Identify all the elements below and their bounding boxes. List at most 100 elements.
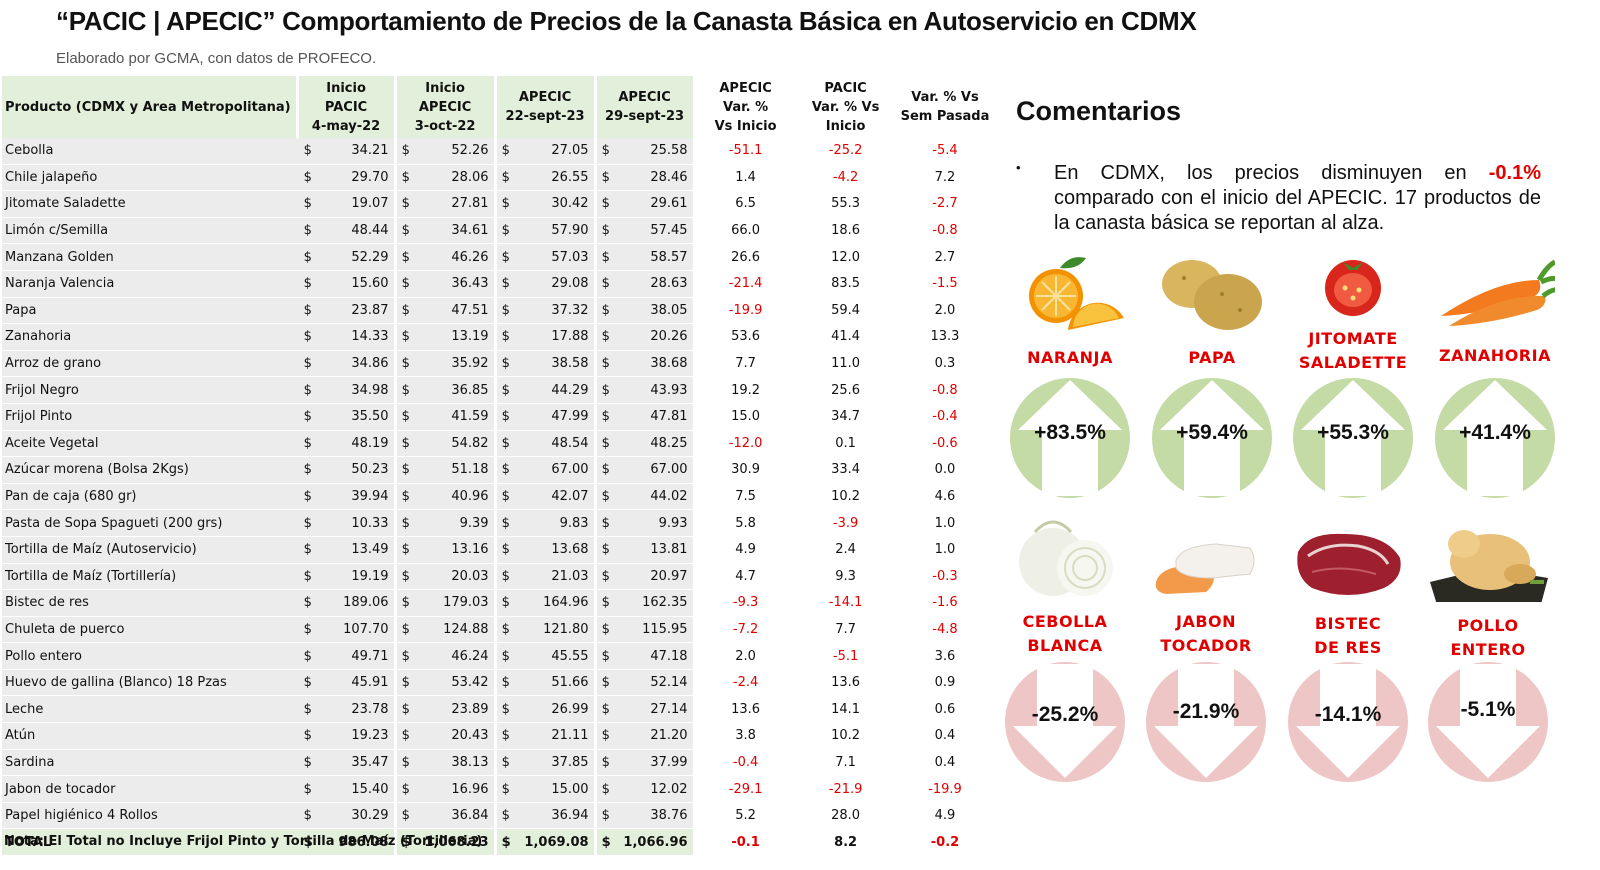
- table-row: Leche $23.78 $23.89 $26.99 $27.14 13.6 14.1 0.6: [2, 696, 995, 724]
- variation-cell: 0.6: [895, 696, 995, 724]
- price-cell: $28.63: [596, 270, 696, 298]
- price-cell: $52.26: [396, 138, 497, 165]
- up-arrow-circle: [1435, 378, 1555, 498]
- variation-cell: 0.1: [795, 431, 896, 458]
- product-name: Pollo entero: [2, 643, 299, 670]
- price-cell: $48.44: [298, 217, 397, 245]
- variation-cell: 2.0: [695, 643, 796, 670]
- price-cell: $13.68: [496, 536, 597, 564]
- price-cell: $44.02: [596, 483, 696, 511]
- variation-cell: 15.0: [695, 404, 796, 431]
- variation-cell: -21.4: [695, 271, 796, 298]
- variation-cell: 1.0: [895, 510, 995, 537]
- price-cell: $67.00: [596, 457, 696, 484]
- card-label: JITOMATE SALADETTE: [1298, 329, 1408, 372]
- price-cell: $20.43: [396, 723, 497, 750]
- product-name: Frijol Pinto: [2, 403, 299, 431]
- table-row: Frijol Pinto $35.50 $41.59 $47.99 $47.81 15.0…: [2, 403, 995, 431]
- price-cell: $42.07: [496, 483, 597, 511]
- card-label: JABON TOCADOR: [1160, 612, 1252, 655]
- variation-cell: 53.6: [695, 324, 796, 351]
- card-pct: +55.3%: [1317, 421, 1389, 444]
- table-row: Pollo entero $49.71 $46.24 $45.55 $47.18 2.0-…: [2, 643, 995, 670]
- table-row: Limón c/Semilla $48.44 $34.61 $57.90 $57.45 6…: [2, 217, 995, 245]
- price-cell: $15.60: [298, 270, 397, 298]
- variation-cell: -4.2: [795, 165, 896, 192]
- price-cell: $14.33: [298, 324, 397, 351]
- bullet-icon: •: [1016, 160, 1021, 175]
- variation-cell: 1.4: [695, 165, 796, 192]
- table-row: Pan de caja (680 gr) $39.94 $40.96 $42.07 $4…: [2, 483, 995, 511]
- total-v1: -0.1: [695, 829, 796, 856]
- price-cell: $36.85: [396, 377, 497, 404]
- price-cell: $67.00: [496, 457, 597, 484]
- price-cell: $34.61: [396, 217, 497, 245]
- comments-text: En CDMX, los precios disminuyen en -0.1%…: [1054, 162, 1541, 234]
- price-table: Producto (CDMX y Area Metropolitana) Ini…: [2, 76, 995, 856]
- orange-icon: [1029, 257, 1124, 330]
- price-cell: $10.33: [298, 510, 397, 537]
- price-cell: $43.93: [596, 377, 696, 404]
- price-cell: $35.47: [298, 749, 397, 777]
- price-cell: $19.19: [298, 563, 397, 591]
- table-row: Chuleta de puerco $107.70 $124.88 $121.80 $1…: [2, 616, 995, 644]
- price-cell: $23.78: [298, 696, 397, 724]
- header-pacic-var: PACIC Var. % Vs Inicio: [811, 80, 880, 134]
- table-row: Papa $23.87 $47.51 $37.32 $38.05 -19.9 59.4 2.0: [2, 297, 995, 325]
- product-name: Naranja Valencia: [2, 270, 299, 298]
- carrot-icon: [1441, 259, 1555, 326]
- variation-cell: 5.8: [695, 510, 796, 537]
- price-cell: $162.35: [596, 590, 696, 617]
- variation-cell: -19.9: [695, 298, 796, 325]
- price-cell: $27.81: [396, 191, 497, 218]
- variation-cell: 10.2: [795, 723, 896, 750]
- price-cell: $36.43: [396, 270, 497, 298]
- variation-cell: 3.6: [895, 643, 995, 670]
- price-cell: $9.83: [496, 510, 597, 537]
- total-v3: -0.2: [895, 829, 995, 856]
- variation-cell: -25.2: [795, 138, 896, 165]
- price-cell: $115.95: [596, 616, 696, 644]
- price-cell: $47.81: [596, 403, 696, 431]
- variation-cell: 5.2: [695, 803, 796, 830]
- down-arrow-circle: [1146, 662, 1266, 782]
- price-cell: $28.46: [596, 164, 696, 192]
- table-row: Sardina $35.47 $38.13 $37.85 $37.99 -0.4 7.1 0.…: [2, 749, 995, 777]
- down-arrow-circle: [1005, 662, 1125, 782]
- total-p4: $1,066.96: [596, 829, 696, 856]
- price-cell: $21.20: [596, 723, 696, 750]
- variation-cell: 0.0: [895, 457, 995, 484]
- variation-cell: -5.1: [795, 643, 896, 670]
- total-p2: $1,068.23: [396, 829, 497, 856]
- price-cell: $35.92: [396, 350, 497, 378]
- up-arrow-circle: [1152, 378, 1272, 498]
- variation-cell: -19.9: [895, 776, 995, 803]
- price-cell: $25.58: [596, 138, 696, 165]
- price-cell: $38.68: [596, 350, 696, 378]
- price-cell: $38.13: [396, 749, 497, 777]
- table-body: Cebolla $34.21 $52.26 $27.05 $25.58 -51.1 -25.…: [2, 138, 995, 830]
- price-cell: $37.85: [496, 749, 597, 777]
- header-apecic-var: APECIC Var. % Vs Inicio: [714, 80, 777, 134]
- price-cell: $124.88: [396, 616, 497, 644]
- price-cell: $48.19: [298, 430, 397, 458]
- price-cell: $13.16: [396, 536, 497, 564]
- price-cell: $189.06: [298, 590, 397, 617]
- price-cell: $19.07: [298, 191, 397, 218]
- price-cell: $40.96: [396, 483, 497, 511]
- price-cell: $45.55: [496, 643, 597, 670]
- price-cell: $54.82: [396, 430, 497, 458]
- chicken-icon: [1430, 530, 1548, 602]
- variation-cell: 0.4: [895, 750, 995, 777]
- variation-cell: 55.3: [795, 191, 896, 218]
- product-name: Papel higiénico 4 Rollos: [2, 802, 299, 830]
- table-row: Bistec de res $189.06 $179.03 $164.96 $162.3…: [2, 590, 995, 617]
- variation-cell: -5.4: [895, 138, 995, 165]
- price-cell: $38.05: [596, 297, 696, 325]
- variation-cell: -1.6: [895, 590, 995, 617]
- price-cell: $13.81: [596, 536, 696, 564]
- table-row: Naranja Valencia $15.60 $36.43 $29.08 $28.63…: [2, 270, 995, 298]
- card-pct: -5.1%: [1460, 698, 1516, 721]
- price-cell: $36.94: [496, 802, 597, 830]
- card-label: BISTEC DE RES: [1314, 614, 1382, 657]
